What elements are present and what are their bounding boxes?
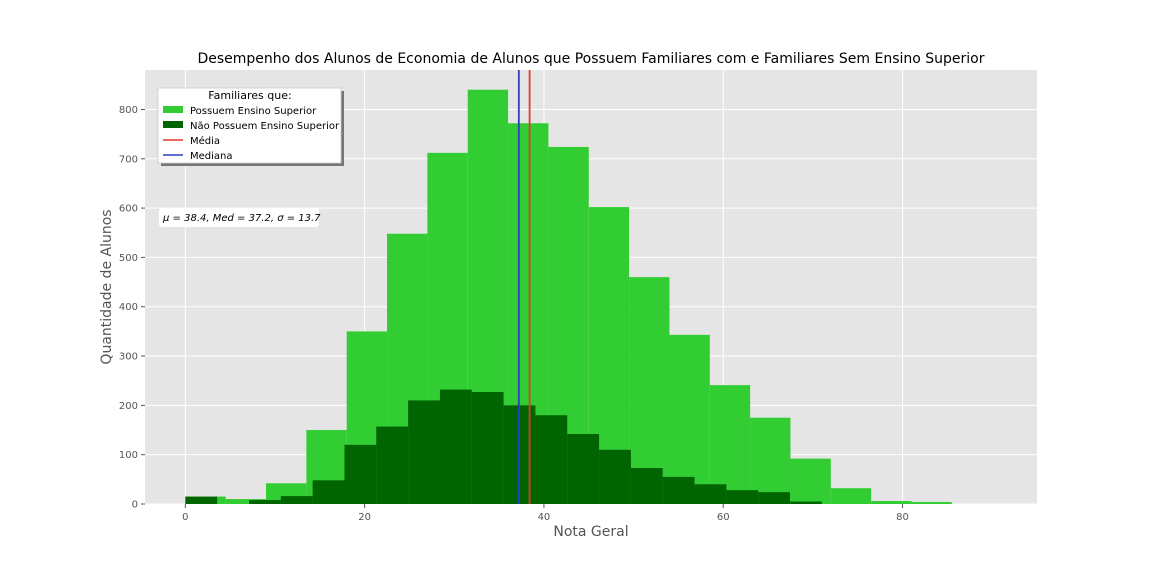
bar-nao-possuem	[694, 484, 727, 504]
bar-possuem	[750, 417, 791, 504]
bar-nao-possuem	[535, 415, 568, 504]
x-tick-label: 60	[717, 512, 730, 523]
y-tick-label: 200	[119, 401, 138, 412]
stats-annotation: μ = 38.4, Med = 37.2, σ = 13.7	[159, 208, 321, 227]
legend-label-nao-possuem: Não Possuem Ensino Superior	[190, 121, 340, 132]
stats-annotation-text: μ = 38.4, Med = 37.2, σ = 13.7	[162, 213, 321, 224]
series-possuem-bars	[185, 89, 952, 505]
bar-nao-possuem	[790, 501, 822, 504]
bar-nao-possuem	[376, 426, 409, 504]
legend-box	[157, 87, 342, 164]
x-tick-label: 0	[182, 512, 188, 523]
bar-possuem	[830, 488, 872, 504]
y-tick-label: 800	[119, 105, 138, 116]
bar-nao-possuem	[471, 392, 504, 504]
y-tick-label: 500	[119, 253, 138, 264]
y-axis-ticks: 0 100 200 300 400 500 600 700 800	[119, 105, 145, 511]
x-tick-label: 80	[896, 512, 909, 523]
bar-nao-possuem	[248, 500, 281, 504]
bar-possuem	[709, 385, 751, 504]
bar-possuem	[225, 499, 267, 504]
legend-label-mediana: Mediana	[190, 151, 233, 162]
legend-label-media: Média	[190, 135, 220, 147]
legend-label-possuem: Possuem Ensino Superior	[190, 106, 317, 117]
x-tick-label: 40	[538, 512, 551, 523]
legend-swatch-nao-possuem	[163, 121, 183, 128]
bar-nao-possuem	[344, 444, 377, 504]
bar-nao-possuem	[408, 400, 440, 504]
bar-nao-possuem	[758, 492, 791, 504]
bar-nao-possuem	[662, 476, 695, 504]
y-axis-label: Quantidade de Alunos	[99, 209, 115, 364]
bar-nao-possuem	[439, 389, 472, 504]
bar-possuem	[669, 334, 710, 504]
y-tick-label: 100	[119, 450, 138, 461]
y-tick-label: 400	[119, 302, 138, 313]
bar-nao-possuem	[185, 496, 218, 504]
legend-title: Familiares que:	[208, 89, 291, 102]
reference-lines	[517, 70, 531, 504]
chart-title: Desempenho dos Alunos de Economia de Alu…	[197, 51, 984, 67]
bar-nao-possuem	[630, 467, 663, 504]
bar-nao-possuem	[726, 490, 759, 504]
y-tick-label: 300	[119, 352, 138, 363]
series-nao-possuem-bars	[185, 389, 822, 504]
bar-possuem	[790, 458, 831, 504]
y-tick-label: 600	[119, 204, 138, 215]
bar-nao-possuem	[567, 433, 600, 504]
bar-nao-possuem	[280, 496, 313, 504]
bar-nao-possuem	[312, 480, 345, 504]
y-tick-label: 700	[119, 154, 138, 165]
x-axis-label: Nota Geral	[553, 524, 628, 540]
x-tick-label: 20	[358, 512, 371, 523]
legend: Familiares que: Possuem Ensino Superior …	[157, 87, 344, 166]
bar-possuem	[629, 277, 670, 504]
bar-possuem	[871, 501, 912, 504]
y-tick-label: 0	[132, 500, 138, 511]
x-axis-ticks: 0 20 40 60 80	[182, 504, 909, 523]
legend-swatch-possuem	[163, 106, 183, 113]
stats-annotation-box	[159, 208, 319, 227]
bar-possuem	[911, 502, 952, 504]
bar-nao-possuem	[599, 449, 631, 504]
